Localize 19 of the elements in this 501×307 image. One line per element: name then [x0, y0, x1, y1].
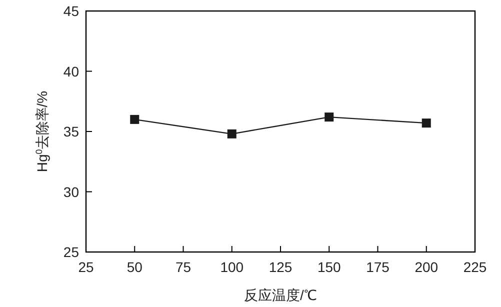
- point: [227, 129, 236, 138]
- y-tick-label: 30: [63, 184, 80, 200]
- x-tick-label: 200: [414, 259, 438, 275]
- y-tick-label: 45: [63, 3, 80, 19]
- y-tick-label: 40: [63, 63, 80, 80]
- x-tick-label: 50: [126, 259, 143, 275]
- x-tick-label: 100: [220, 259, 244, 275]
- y-tick-label: 25: [63, 244, 80, 260]
- x-tick-label: 75: [175, 259, 192, 275]
- x-tick-label: 150: [317, 259, 342, 275]
- x-axis-title: 反应温度/℃: [244, 287, 317, 303]
- point: [130, 114, 140, 124]
- point: [324, 112, 334, 122]
- point: [422, 118, 431, 128]
- y-tick-label: 35: [63, 124, 80, 140]
- x-tick-label: 225: [463, 259, 487, 275]
- x-tick-label: 25: [78, 259, 94, 275]
- x-tick-label: 125: [268, 259, 292, 275]
- x-tick-label: 175: [366, 259, 390, 275]
